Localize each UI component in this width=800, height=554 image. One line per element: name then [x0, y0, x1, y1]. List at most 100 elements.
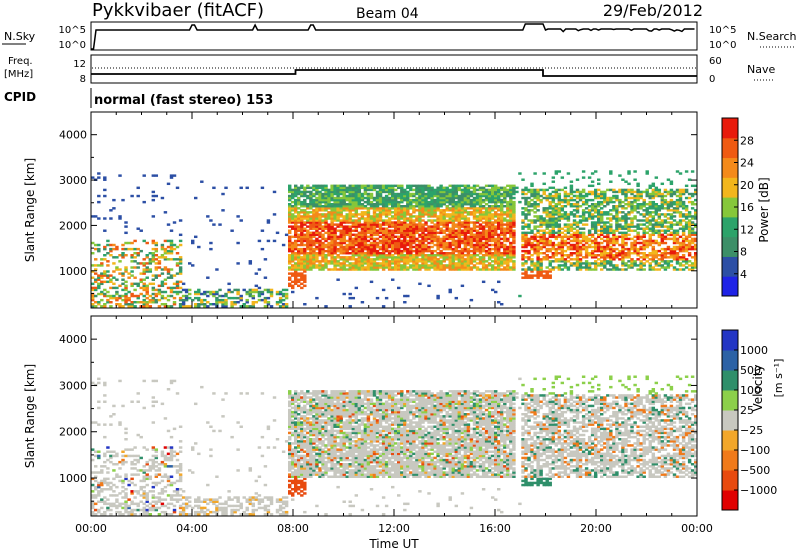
power-cell: [648, 211, 652, 214]
power-cell: [300, 268, 304, 271]
power-cell: [609, 241, 613, 245]
power-cell: [375, 225, 380, 228]
power-cell: [384, 200, 389, 204]
power-cell: [427, 284, 431, 288]
power-cell: [684, 170, 689, 173]
power-cell: [366, 268, 371, 271]
power-cell: [506, 192, 510, 196]
power-cell: [560, 243, 565, 247]
power-cell: [481, 268, 486, 271]
power-cell: [509, 221, 513, 224]
power-cell: [657, 258, 662, 261]
power-cell: [442, 219, 446, 222]
power-cell: [615, 241, 619, 245]
power-cell: [427, 203, 431, 206]
power-cell: [630, 200, 634, 204]
power-cell: [687, 196, 692, 200]
power-cell: [563, 239, 568, 243]
power-cell: [648, 243, 652, 247]
power-cell: [354, 190, 359, 194]
power-cell: [451, 196, 456, 200]
power-cell: [503, 254, 507, 257]
power-cell: [403, 260, 407, 263]
power-cell: [542, 188, 546, 192]
power-cell: [418, 239, 422, 243]
power-cell: [315, 260, 319, 263]
power-cell: [421, 239, 425, 243]
power-cell: [684, 184, 689, 188]
power-cell: [445, 198, 449, 202]
power-cell: [590, 205, 595, 208]
power-cell: [97, 200, 101, 204]
power-cell: [124, 303, 128, 306]
power-cell: [521, 258, 525, 261]
power-cell: [415, 231, 419, 235]
power-cell: [391, 254, 395, 257]
power-cell: [351, 225, 356, 228]
power-cell: [666, 190, 671, 194]
power-cell: [397, 194, 401, 198]
power-cell: [154, 288, 159, 292]
power-cell: [615, 198, 619, 202]
power-cell: [497, 221, 501, 224]
power-cell: [509, 241, 513, 245]
power-cell: [600, 249, 604, 253]
power-cell: [509, 188, 513, 192]
power-cell: [333, 196, 337, 200]
power-cell: [324, 213, 328, 216]
power-cell: [321, 215, 325, 218]
power-cell: [675, 256, 680, 259]
power-cell: [339, 215, 343, 218]
power-cell: [633, 194, 637, 198]
power-cell: [581, 233, 586, 237]
power-cell: [581, 227, 586, 230]
power-cell: [572, 223, 577, 226]
power-cell: [478, 233, 483, 237]
power-cell: [94, 268, 98, 271]
power-cell: [387, 203, 392, 206]
power-cell: [463, 229, 468, 232]
power-cell: [560, 198, 565, 202]
power-cell: [363, 256, 368, 259]
power-cell: [115, 247, 119, 251]
power-cell: [297, 239, 301, 243]
power-cell: [297, 252, 301, 255]
power-cell: [291, 286, 295, 290]
power-cell: [418, 196, 422, 200]
power-cell: [672, 268, 677, 271]
power-cell: [636, 188, 640, 192]
power-cell: [484, 260, 489, 263]
power-cell: [503, 227, 507, 230]
power-cell: [506, 258, 510, 261]
power-cell: [315, 239, 319, 243]
power-cell: [460, 260, 465, 263]
power-cell: [384, 198, 389, 202]
power-cell: [466, 225, 471, 228]
power-cell: [548, 260, 552, 263]
power-cell: [381, 227, 386, 230]
power-cell: [469, 229, 474, 232]
power-cell: [606, 245, 610, 249]
power-cell: [148, 301, 153, 304]
power-cell: [406, 192, 410, 196]
power-cell: [615, 247, 619, 251]
power-cell: [594, 188, 598, 192]
power-cell: [539, 229, 543, 232]
power-cell: [209, 292, 213, 296]
power-cell: [636, 182, 640, 186]
power-cell: [463, 221, 468, 224]
power-cell: [618, 258, 622, 261]
power-cell: [342, 292, 346, 296]
power-cell: [612, 215, 616, 218]
power-cell: [348, 264, 352, 267]
power-cell: [124, 254, 128, 257]
power-cell: [369, 247, 374, 251]
power-cell: [418, 203, 422, 206]
power-cell: [669, 203, 674, 206]
power-cell: [136, 254, 140, 257]
power-cell: [645, 192, 649, 196]
power-cell: [321, 243, 325, 247]
power-cell: [672, 200, 677, 204]
power-cell: [300, 272, 304, 275]
power-cell: [584, 264, 589, 267]
